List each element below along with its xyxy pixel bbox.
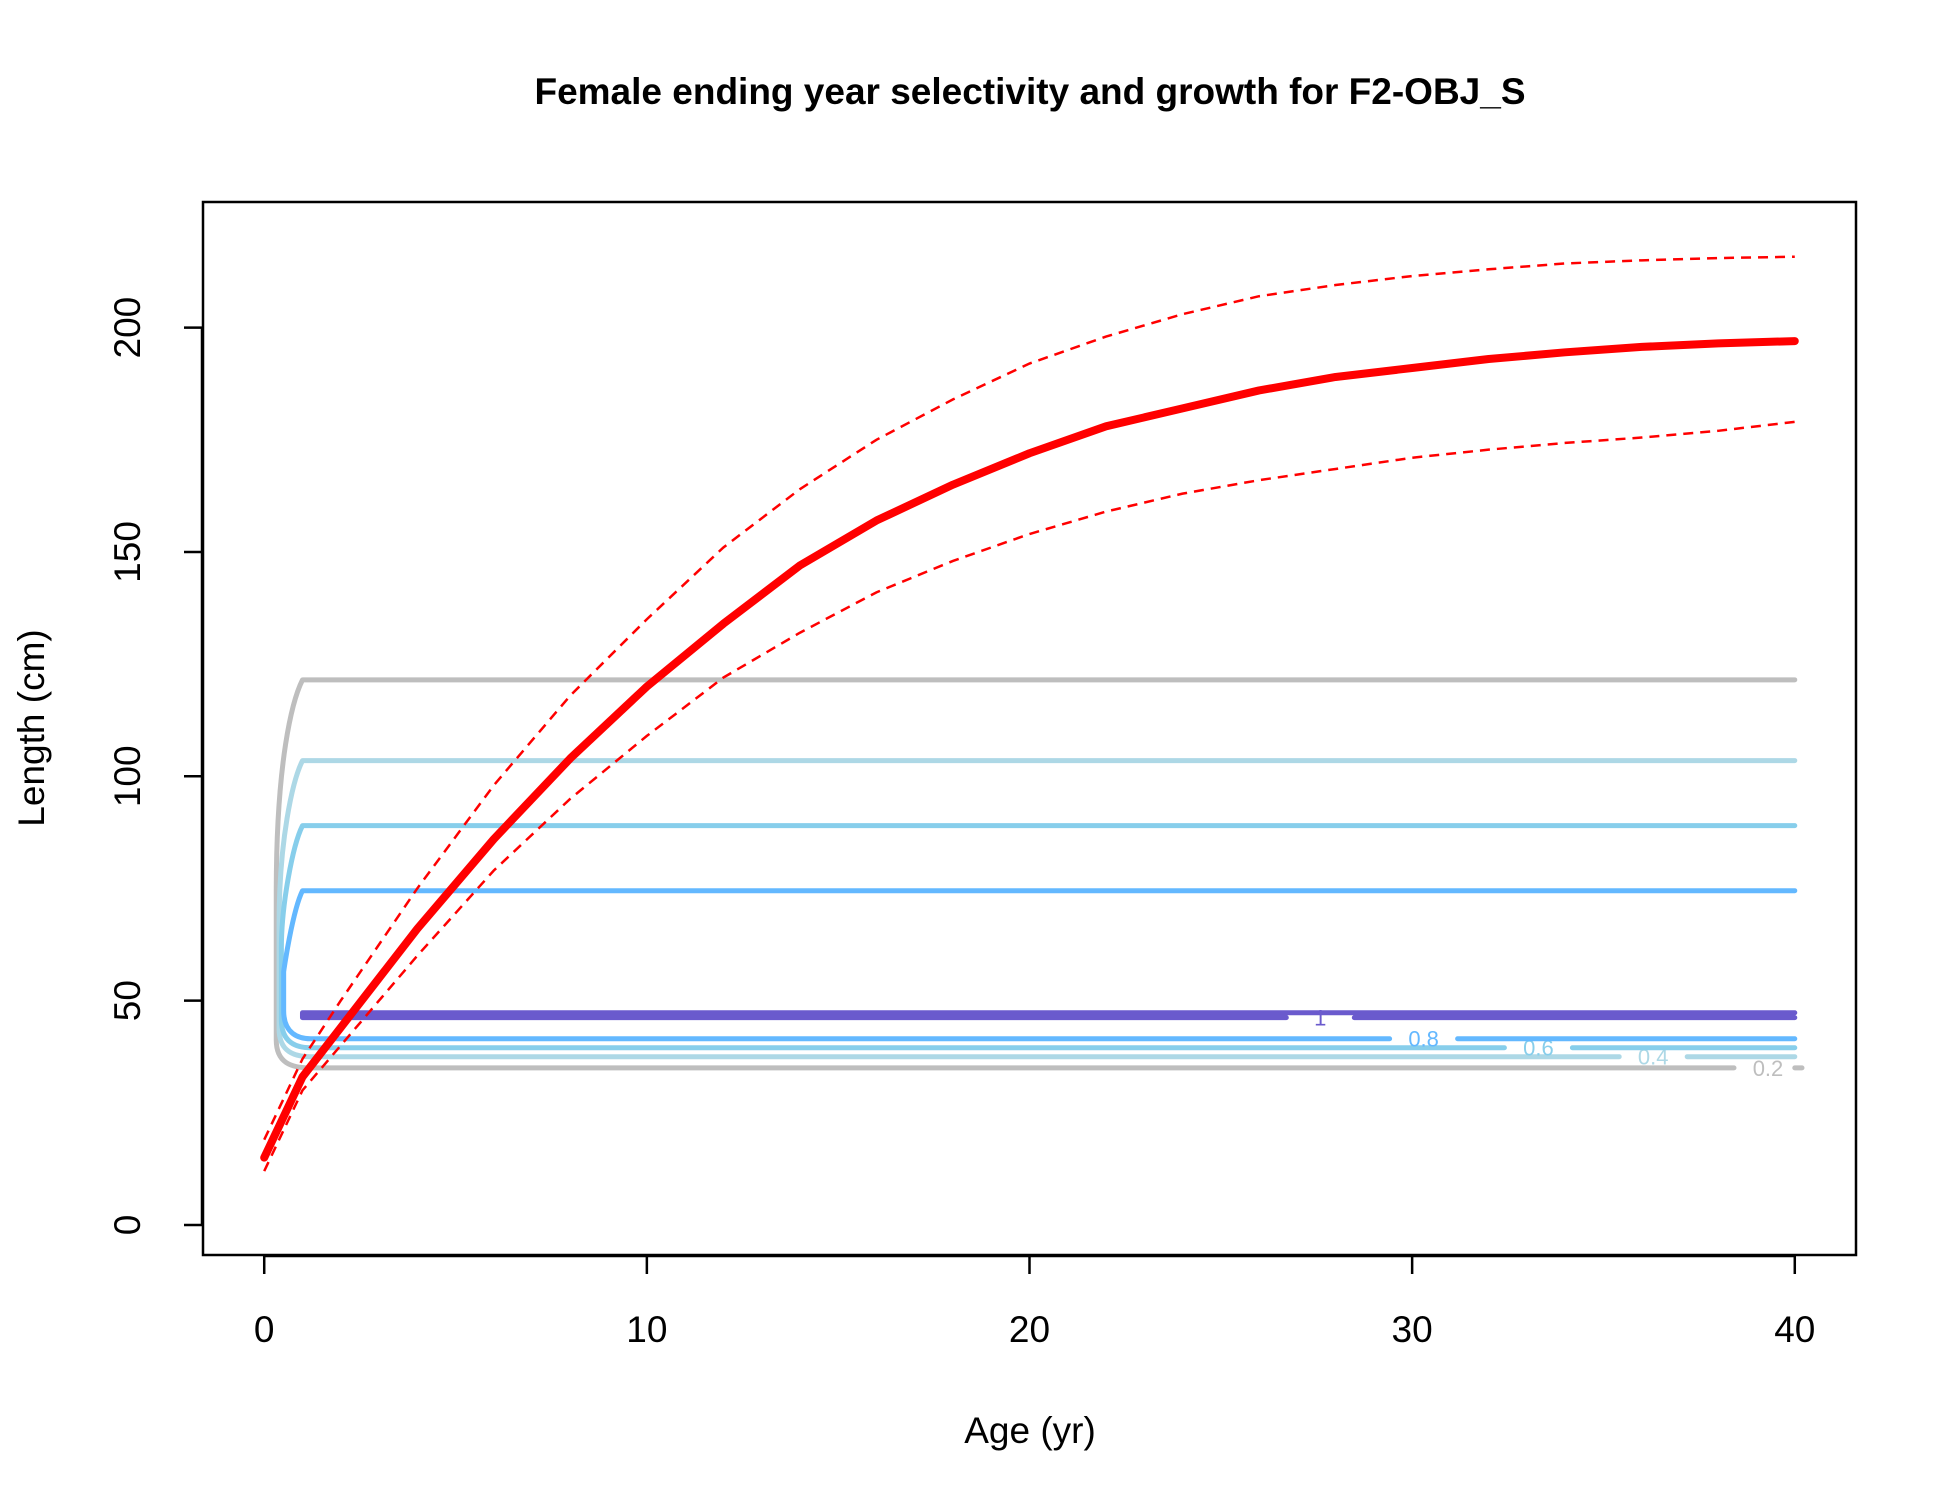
x-tick-label: 10 <box>626 1309 667 1350</box>
chart-title: Female ending year selectivity and growt… <box>534 71 1525 112</box>
y-tick-label: 150 <box>107 521 148 583</box>
x-tick-label: 30 <box>1392 1309 1433 1350</box>
growth-mean-curve <box>260 337 1799 1162</box>
y-tick-label: 100 <box>107 745 148 807</box>
contour-line-0.4 <box>276 758 1798 1060</box>
contour-line-0.2 <box>273 677 1805 1071</box>
contour-label-1: 1 <box>1314 1006 1326 1031</box>
contour-line-0.6 <box>278 823 1798 1051</box>
y-tick-label: 200 <box>107 297 148 359</box>
contour-line-0.8 <box>281 888 1798 1042</box>
contour-line-1 <box>299 1010 1798 1021</box>
x-tick-label: 20 <box>1009 1309 1050 1350</box>
y-axis-label: Length (cm) <box>11 629 52 826</box>
contour-label-0.8: 0.8 <box>1408 1027 1439 1052</box>
growth-lower-ci <box>263 420 1795 1172</box>
x-axis: 0 10 20 30 40 <box>254 1254 1815 1350</box>
x-axis-label: Age (yr) <box>964 1410 1096 1451</box>
growth-upper-ci <box>263 255 1795 1141</box>
y-tick-label: 0 <box>107 1215 148 1236</box>
selectivity-contours: 0.20.40.60.81 <box>273 677 1805 1081</box>
growth-curves <box>260 255 1799 1172</box>
y-axis: 0 50 100 150 200 <box>107 297 204 1236</box>
y-tick-label: 50 <box>107 980 148 1021</box>
x-tick-label: 40 <box>1774 1309 1815 1350</box>
contour-label-0.2: 0.2 <box>1753 1056 1784 1081</box>
plot-frame <box>201 200 1858 1257</box>
x-tick-label: 0 <box>254 1309 275 1350</box>
